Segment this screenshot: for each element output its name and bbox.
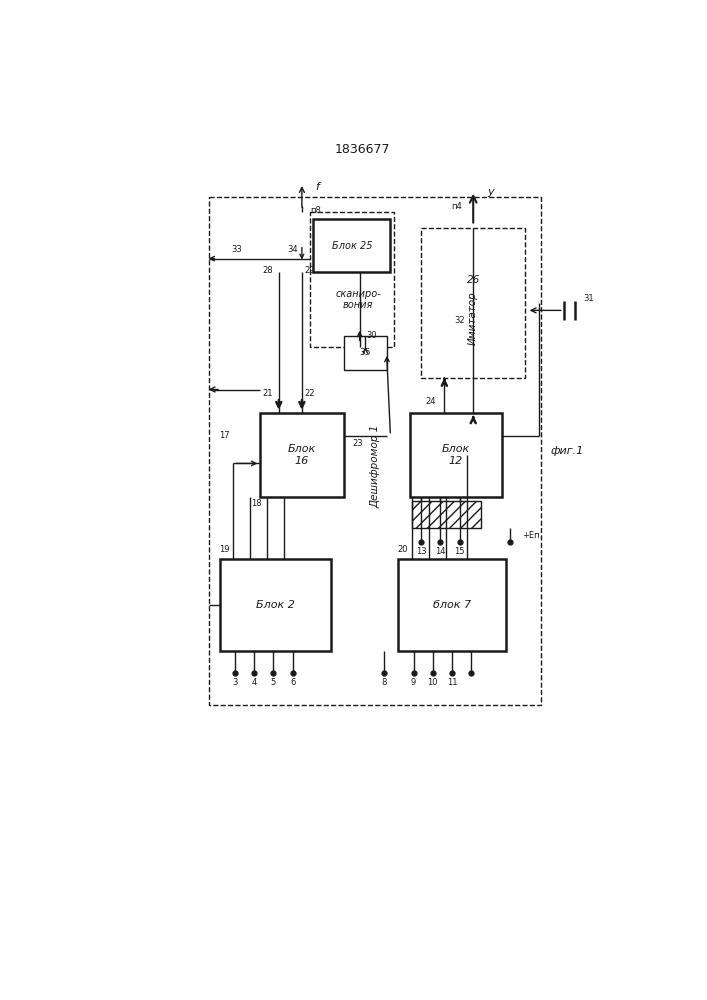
Text: 9: 9	[411, 678, 416, 687]
Text: 10: 10	[428, 678, 438, 687]
Text: 34: 34	[287, 245, 298, 254]
Text: блок 7: блок 7	[433, 600, 471, 610]
Text: 13: 13	[416, 547, 426, 556]
Text: 6: 6	[290, 678, 296, 687]
Text: +Eп: +Eп	[522, 531, 540, 540]
Text: у: у	[487, 187, 493, 197]
Text: 23: 23	[353, 439, 363, 448]
Text: п8: п8	[310, 206, 321, 215]
Text: п4: п4	[451, 202, 462, 211]
Text: сканиро-
вония: сканиро- вония	[335, 289, 381, 310]
Text: фиг.1: фиг.1	[551, 446, 584, 456]
Text: 22: 22	[304, 389, 315, 398]
Text: 20: 20	[397, 545, 408, 554]
Text: 28: 28	[263, 266, 274, 275]
Text: 26: 26	[467, 275, 480, 285]
Text: 35: 35	[360, 348, 371, 357]
Bar	[310, 212, 395, 347]
Text: 15: 15	[455, 547, 465, 556]
Text: 8: 8	[382, 678, 387, 687]
Text: 5: 5	[271, 678, 276, 687]
Text: Дешифромор 1: Дешифромор 1	[370, 425, 380, 508]
Text: 33: 33	[231, 245, 242, 254]
Bar	[259, 413, 344, 497]
Text: 32: 32	[454, 316, 464, 325]
Bar	[344, 336, 387, 370]
Text: Блок 2: Блок 2	[256, 600, 295, 610]
Text: 14: 14	[436, 547, 445, 556]
Text: 18: 18	[251, 499, 262, 508]
Text: 19: 19	[219, 545, 229, 554]
Text: 17: 17	[218, 431, 230, 440]
Text: 21: 21	[263, 389, 274, 398]
Bar	[412, 501, 481, 528]
Bar	[409, 413, 502, 497]
Text: 3: 3	[232, 678, 238, 687]
Text: Имитатор: Имитатор	[468, 291, 478, 345]
Text: 31: 31	[583, 294, 594, 303]
Text: 24: 24	[425, 397, 436, 406]
Text: Блок 25: Блок 25	[332, 241, 372, 251]
Text: 29: 29	[304, 266, 315, 275]
Text: f: f	[315, 182, 320, 192]
Text: 11: 11	[447, 678, 457, 687]
Bar	[219, 559, 331, 651]
Text: Блок
16: Блок 16	[288, 444, 316, 466]
Text: Блок
12: Блок 12	[442, 444, 470, 466]
Bar	[313, 219, 390, 272]
Bar	[398, 559, 506, 651]
Text: 4: 4	[252, 678, 257, 687]
Text: 1836677: 1836677	[335, 143, 390, 156]
Bar	[209, 197, 541, 705]
Text: 30: 30	[367, 331, 378, 340]
Bar	[421, 228, 525, 378]
